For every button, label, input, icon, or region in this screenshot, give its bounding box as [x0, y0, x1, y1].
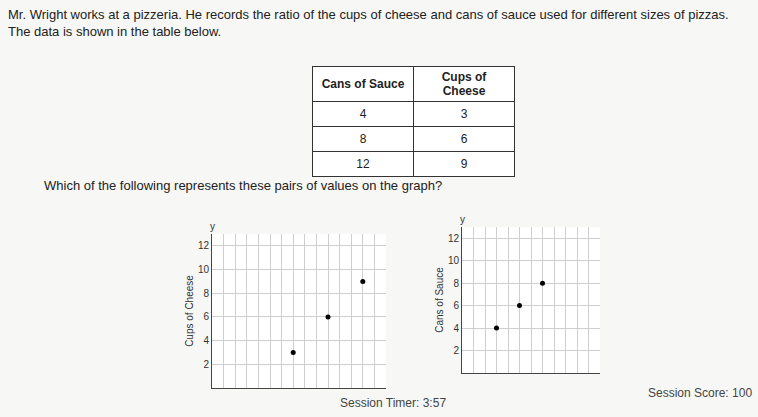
svg-text:4: 4 [453, 323, 459, 334]
svg-text:4: 4 [203, 335, 209, 346]
svg-text:2: 2 [203, 359, 209, 370]
svg-text:y: y [210, 221, 215, 232]
html-text:6: 6 [460, 132, 468, 146]
svg-text:8: 8 [453, 278, 459, 289]
html-text:Cups of Cheese: Cups of Cheese [441, 70, 487, 98]
html-text:Session Score: 100: Session Score: 100 [648, 386, 753, 400]
html-text:8: 8 [359, 132, 367, 146]
svg-text:y: y [460, 214, 465, 225]
svg-text:10: 10 [448, 255, 460, 266]
html-text:3: 3 [460, 107, 468, 121]
html-text:12: 12 [356, 157, 370, 171]
html-text:Cans of Sauce: Cans of Sauce [321, 77, 405, 91]
html-text:Session Timer: 3:57: Session Timer: 3:57 [340, 396, 447, 410]
svg-text:10: 10 [198, 264, 210, 275]
svg-text:Cups of Cheese: Cups of Cheese [184, 275, 195, 347]
svg-text:6: 6 [203, 311, 209, 322]
html-text:Which of the following represe: Which of the following represents these … [44, 178, 443, 193]
svg-text:2: 2 [453, 345, 459, 356]
svg-text:12: 12 [198, 240, 210, 251]
html-text:4: 4 [359, 107, 367, 121]
svg-text:12: 12 [448, 233, 460, 244]
svg-text:8: 8 [203, 288, 209, 299]
html-text:9: 9 [460, 157, 468, 171]
html-text:Mr. Wright works at a pizzeria: Mr. Wright works at a pizzeria. He recor… [8, 7, 729, 39]
svg-text:6: 6 [453, 300, 459, 311]
svg-text:Cans of Sauce: Cans of Sauce [434, 267, 445, 333]
